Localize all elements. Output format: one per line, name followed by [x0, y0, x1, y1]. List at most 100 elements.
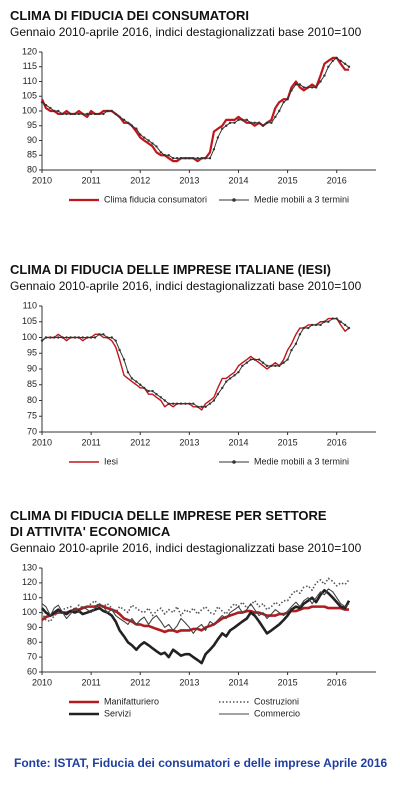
point [290, 348, 293, 352]
x-tick-label: 2011 [81, 437, 100, 447]
point [61, 112, 64, 116]
point [294, 83, 298, 86]
point [175, 157, 179, 160]
y-tick-label: 80 [27, 637, 37, 647]
point [192, 157, 195, 160]
point [98, 333, 101, 336]
point [102, 112, 105, 116]
point [40, 100, 44, 104]
point [110, 336, 113, 339]
point [135, 127, 138, 130]
y-tick-label: 100 [22, 105, 37, 115]
point [327, 320, 330, 323]
point [184, 157, 187, 160]
point [265, 364, 269, 368]
x-tick-label: 2011 [81, 175, 100, 185]
series-line [41, 603, 349, 634]
chart-block: CLIMA DI FIDUCIA DELLE IMPRESE PER SETTO… [10, 508, 390, 734]
y-tick-label: 70 [27, 426, 37, 436]
point [253, 121, 256, 125]
point [274, 364, 277, 368]
point [98, 112, 101, 116]
y-tick-label: 90 [27, 135, 37, 145]
y-tick-label: 95 [27, 120, 37, 130]
x-tick-label: 2010 [32, 677, 52, 687]
point [200, 405, 203, 408]
y-tick-label: 105 [22, 91, 37, 101]
y-tick-label: 100 [22, 607, 37, 617]
point [307, 86, 310, 89]
point [314, 323, 318, 327]
series-line [41, 577, 350, 623]
chart-title: CLIMA DI FIDUCIA DEI CONSUMATORI [10, 8, 250, 23]
point [179, 157, 183, 160]
point [339, 59, 342, 63]
legend-label: Manifatturiero [104, 696, 159, 706]
point [331, 59, 334, 63]
point [270, 364, 273, 368]
point [167, 402, 170, 405]
point [118, 348, 121, 352]
point [298, 333, 302, 336]
point [114, 339, 117, 342]
point [130, 124, 134, 127]
y-tick-label: 115 [23, 61, 37, 71]
point [241, 118, 244, 122]
series-line [41, 317, 350, 411]
point [196, 157, 199, 160]
point [282, 361, 285, 364]
point [249, 121, 252, 125]
point [343, 62, 347, 65]
legend-label: Medie mobili a 3 termini [254, 194, 349, 204]
chart: 70 75 80 85 90 95 100 105 110 2010 2011 2012 2013 201… [22, 300, 376, 466]
x-tick-label: 2011 [81, 677, 100, 687]
point [126, 370, 130, 374]
point [216, 393, 220, 396]
chart-subtitle: Gennaio 2010-aprile 2016, indici destagi… [10, 541, 362, 555]
point [237, 118, 240, 122]
point [278, 364, 281, 368]
point [40, 339, 44, 342]
point [302, 326, 305, 330]
point [155, 145, 158, 148]
point [106, 336, 109, 339]
x-tick-label: 2014 [228, 677, 248, 687]
point [204, 405, 207, 408]
series-line [40, 56, 349, 163]
y-tick-label: 110 [23, 592, 37, 602]
point [77, 112, 81, 116]
point [155, 393, 158, 396]
point [65, 336, 68, 339]
point [159, 396, 163, 399]
legend-label: Commercio [254, 708, 300, 718]
point [347, 65, 351, 68]
y-tick-label: 90 [27, 363, 37, 373]
point [257, 358, 261, 361]
y-tick-label: 75 [27, 411, 37, 421]
point [228, 121, 232, 125]
y-tick-label: 80 [27, 395, 37, 405]
chart: 80 85 90 95 100 105 110 115 120 2010 2011 2012 2013 2… [22, 46, 376, 204]
point [286, 98, 289, 101]
point [122, 358, 126, 361]
point [257, 121, 261, 125]
point [142, 136, 146, 139]
source: Fonte: ISTAT, Fiducia dei consumatori e … [14, 756, 388, 770]
y-tick-label: 80 [27, 164, 37, 174]
point [147, 389, 150, 393]
chart-subtitle: Gennaio 2010-aprile 2016, indici destagi… [10, 25, 362, 39]
chart-subtitle: Gennaio 2010-aprile 2016, indici destagi… [10, 279, 362, 293]
point [114, 112, 117, 116]
point [233, 374, 236, 377]
x-tick-label: 2014 [228, 175, 248, 185]
point [73, 336, 77, 339]
point [179, 402, 183, 405]
point [339, 320, 342, 323]
point [323, 320, 326, 323]
y-tick-label: 120 [22, 46, 37, 56]
series-line [41, 318, 350, 408]
point [216, 136, 220, 139]
point [274, 115, 277, 119]
legend-label: Iesi [104, 456, 118, 466]
y-tick-label: 100 [22, 332, 37, 342]
